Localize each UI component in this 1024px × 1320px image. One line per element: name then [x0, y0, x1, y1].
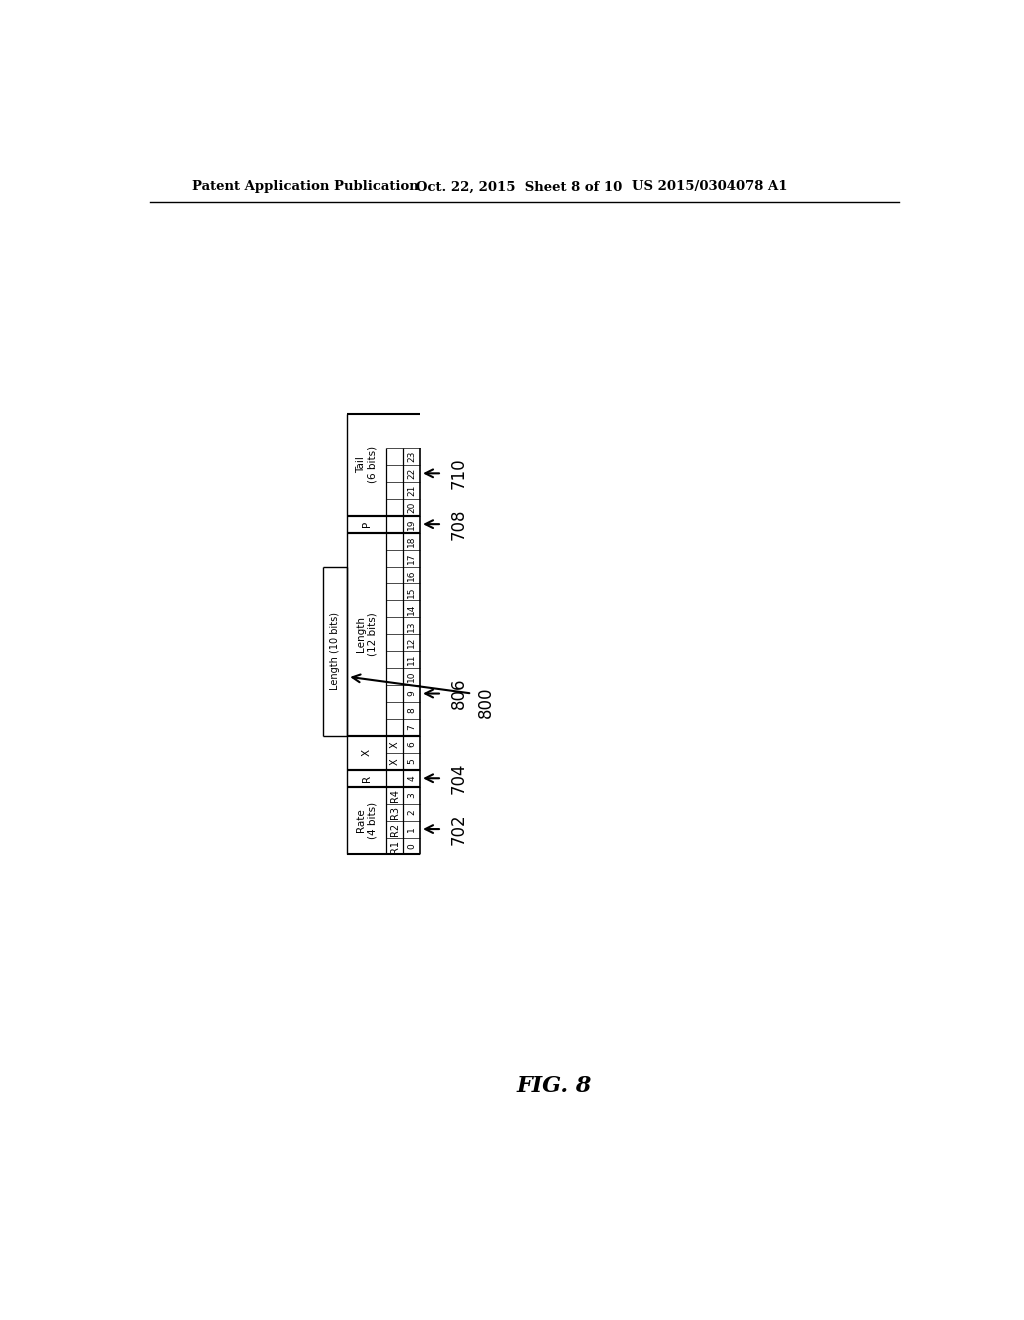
Text: 10: 10	[408, 671, 416, 682]
Text: 2: 2	[408, 809, 416, 814]
Text: 14: 14	[408, 603, 416, 615]
Text: 710: 710	[450, 458, 468, 490]
Text: 22: 22	[408, 467, 416, 479]
Text: 8: 8	[408, 708, 416, 713]
Text: 16: 16	[408, 569, 416, 581]
Text: 12: 12	[408, 638, 416, 648]
Text: 13: 13	[408, 620, 416, 631]
Text: 21: 21	[408, 484, 416, 496]
Text: 23: 23	[408, 450, 416, 462]
Text: 1: 1	[408, 826, 416, 832]
Text: 0: 0	[408, 843, 416, 849]
Text: X: X	[389, 741, 399, 747]
Text: FIG. 8: FIG. 8	[516, 1076, 592, 1097]
Text: 708: 708	[450, 508, 468, 540]
Text: Length (10 bits): Length (10 bits)	[330, 612, 340, 690]
Text: 6: 6	[408, 742, 416, 747]
Text: 17: 17	[408, 552, 416, 564]
Text: 19: 19	[408, 519, 416, 529]
Text: R: R	[361, 775, 372, 781]
Text: 20: 20	[408, 502, 416, 513]
Text: US 2015/0304078 A1: US 2015/0304078 A1	[632, 181, 787, 194]
Text: R1: R1	[389, 840, 399, 853]
Text: X: X	[361, 750, 372, 756]
Text: Patent Application Publication: Patent Application Publication	[191, 181, 418, 194]
Text: 15: 15	[408, 586, 416, 598]
Text: 702: 702	[450, 813, 468, 845]
Text: P: P	[361, 521, 372, 527]
Text: 11: 11	[408, 653, 416, 665]
Text: R3: R3	[389, 805, 399, 818]
Text: R4: R4	[389, 788, 399, 801]
Text: 800: 800	[477, 686, 495, 718]
Text: 704: 704	[450, 763, 468, 795]
Text: Rate
(4 bits): Rate (4 bits)	[356, 803, 378, 840]
Text: 7: 7	[408, 725, 416, 730]
Text: Length
(12 bits): Length (12 bits)	[356, 612, 378, 656]
Text: 5: 5	[408, 759, 416, 764]
Text: Tail
(6 bits): Tail (6 bits)	[356, 446, 378, 483]
Text: 806: 806	[450, 677, 468, 709]
Text: X: X	[389, 758, 399, 764]
Text: 4: 4	[408, 775, 416, 781]
Text: Oct. 22, 2015  Sheet 8 of 10: Oct. 22, 2015 Sheet 8 of 10	[417, 181, 623, 194]
Text: 3: 3	[408, 792, 416, 799]
Text: 18: 18	[408, 536, 416, 546]
Text: 9: 9	[408, 690, 416, 697]
Text: R2: R2	[389, 822, 399, 836]
